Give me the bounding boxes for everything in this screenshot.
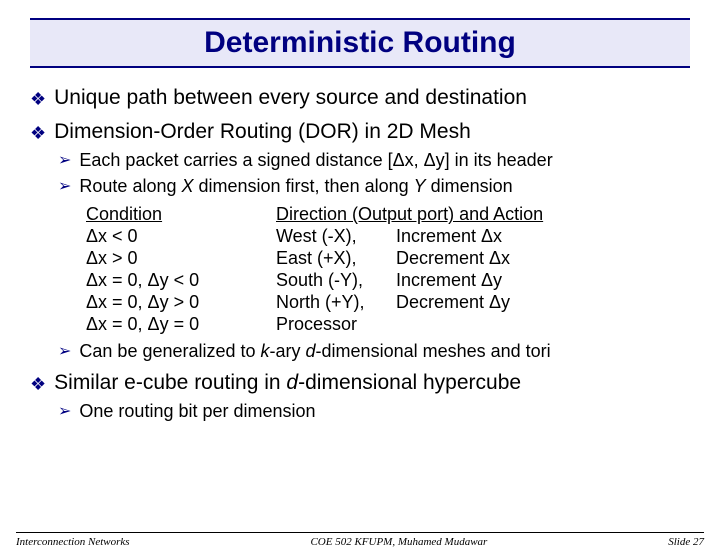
header-direction: Direction (Output port) and Action <box>276 204 690 225</box>
bullet-2: ❖ Dimension-Order Routing (DOR) in 2D Me… <box>30 120 690 146</box>
footer-left: Interconnection Networks <box>16 536 130 548</box>
footer-center: COE 502 KFUPM, Muhamed Mudawar <box>310 536 487 548</box>
bullet-3-sub-1: ➢ One routing bit per dimension <box>58 401 690 423</box>
footer: Interconnection Networks COE 502 KFUPM, … <box>16 532 704 548</box>
slide-title: Deterministic Routing <box>204 26 516 59</box>
bullet-2-sub-3: ➢ Can be generalized to k-ary d-dimensio… <box>58 341 690 363</box>
cell-dir: East (+X), <box>276 248 396 269</box>
cell-dir: North (+Y), <box>276 292 396 313</box>
cell-act: Increment Δy <box>396 270 690 291</box>
text-frag: Route along <box>79 176 181 196</box>
arrow-icon: ➢ <box>58 150 71 172</box>
cell-act: Increment Δx <box>396 226 690 247</box>
bullet-2-sub-2: ➢ Route along X dimension first, then al… <box>58 176 690 198</box>
header-condition: Condition <box>86 204 276 225</box>
bullet-2-sub-1-text: Each packet carries a signed distance [Δ… <box>79 150 552 171</box>
table-row: Δx = 0, Δy < 0 South (-Y), Increment Δy <box>86 270 690 291</box>
table-row: Δx = 0, Δy = 0 Processor <box>86 314 690 335</box>
bullet-2-sub-2-text: Route along X dimension first, then alon… <box>79 176 512 197</box>
diamond-icon: ❖ <box>30 86 46 112</box>
slide-content: ❖ Unique path between every source and d… <box>0 68 720 423</box>
arrow-icon: ➢ <box>58 176 71 198</box>
text-frag: Similar e-cube routing in <box>54 371 286 394</box>
bullet-1: ❖ Unique path between every source and d… <box>30 86 690 112</box>
table-row: Δx = 0, Δy > 0 North (+Y), Decrement Δy <box>86 292 690 313</box>
text-frag-italic: d <box>306 341 316 361</box>
text-frag-italic: d <box>286 371 298 394</box>
text-frag: dimension <box>426 176 513 196</box>
cell-cond: Δx < 0 <box>86 226 276 247</box>
cell-dir: South (-Y), <box>276 270 396 291</box>
text-frag: dimension first, then along <box>194 176 414 196</box>
text-frag: -dimensional hypercube <box>298 371 521 394</box>
bullet-2-sub-3-text: Can be generalized to k-ary d-dimensiona… <box>79 341 550 362</box>
arrow-icon: ➢ <box>58 401 71 423</box>
arrow-icon: ➢ <box>58 341 71 363</box>
cell-act <box>396 314 690 335</box>
diamond-icon: ❖ <box>30 371 46 397</box>
text-frag: Can be generalized to <box>79 341 260 361</box>
diamond-icon: ❖ <box>30 120 46 146</box>
table-row: Δx > 0 East (+X), Decrement Δx <box>86 248 690 269</box>
cell-cond: Δx = 0, Δy = 0 <box>86 314 276 335</box>
cell-dir: West (-X), <box>276 226 396 247</box>
cell-dir: Processor <box>276 314 396 335</box>
text-frag: -dimensional meshes and tori <box>316 341 551 361</box>
bullet-3-sub-1-text: One routing bit per dimension <box>79 401 315 422</box>
routing-table: Condition Direction (Output port) and Ac… <box>86 204 690 335</box>
bullet-3-text: Similar e-cube routing in d-dimensional … <box>54 371 521 395</box>
table-header: Condition Direction (Output port) and Ac… <box>86 204 690 225</box>
text-frag: -ary <box>270 341 306 361</box>
cell-cond: Δx = 0, Δy > 0 <box>86 292 276 313</box>
text-frag-italic: k <box>261 341 270 361</box>
bullet-3: ❖ Similar e-cube routing in d-dimensiona… <box>30 371 690 397</box>
cell-act: Decrement Δx <box>396 248 690 269</box>
bullet-2-sub-1: ➢ Each packet carries a signed distance … <box>58 150 690 172</box>
cell-act: Decrement Δy <box>396 292 690 313</box>
cell-cond: Δx > 0 <box>86 248 276 269</box>
cell-cond: Δx = 0, Δy < 0 <box>86 270 276 291</box>
footer-right: Slide 27 <box>668 536 704 548</box>
text-frag-italic: X <box>181 176 193 196</box>
text-frag-italic: Y <box>414 176 426 196</box>
bullet-2-text: Dimension-Order Routing (DOR) in 2D Mesh <box>54 120 471 144</box>
table-row: Δx < 0 West (-X), Increment Δx <box>86 226 690 247</box>
bullet-1-text: Unique path between every source and des… <box>54 86 527 110</box>
title-bar: Deterministic Routing <box>30 18 690 68</box>
